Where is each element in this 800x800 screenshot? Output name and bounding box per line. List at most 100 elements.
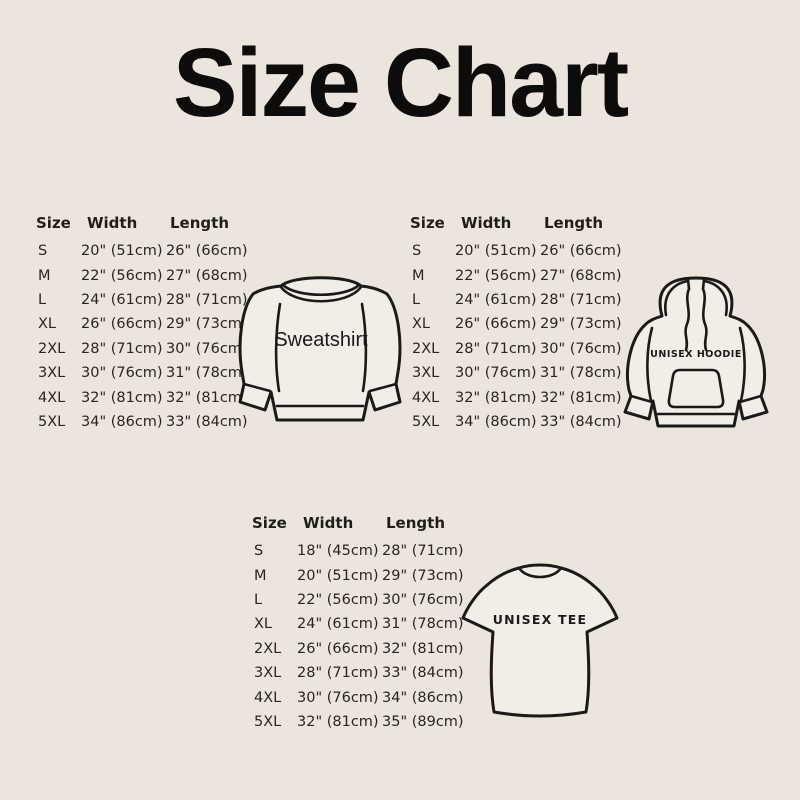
- size-cell: 28" (71cm): [81, 340, 163, 357]
- size-cell: M: [254, 567, 267, 584]
- sweatshirt-sleeve-seams: [274, 302, 368, 393]
- size-row: 3XL 30" (76cm) 31" (78cm): [36, 361, 258, 385]
- size-cell: 2XL: [38, 340, 66, 357]
- size-cell: L: [412, 291, 421, 308]
- size-cell: 34" (86cm): [382, 689, 464, 706]
- size-cell: 4XL: [38, 389, 66, 406]
- size-row: 3XL 28" (71cm) 33" (84cm): [252, 661, 474, 685]
- size-cell: 2XL: [412, 340, 440, 357]
- size-cell: 33" (84cm): [166, 413, 248, 430]
- size-cell: 20" (51cm): [455, 243, 537, 260]
- size-row: M 22" (56cm) 27" (68cm): [36, 263, 258, 287]
- size-cell: 24" (61cm): [297, 616, 379, 633]
- page-title: Size Chart: [172, 28, 629, 137]
- sweatshirt-cuff-seams: [242, 382, 398, 393]
- size-cell: 31" (78cm): [166, 365, 248, 382]
- size-cell: L: [38, 291, 47, 308]
- size-cell: 30" (76cm): [382, 591, 464, 608]
- size-cell: 28" (71cm): [455, 340, 537, 357]
- size-cell: 24" (61cm): [81, 291, 163, 308]
- hoodie-label: UNISEX HOODIE: [650, 349, 742, 360]
- size-row: L 24" (61cm) 28" (71cm): [36, 288, 258, 312]
- size-cell: 30" (76cm): [540, 340, 622, 357]
- size-cell: 5XL: [412, 413, 440, 430]
- size-cell: M: [38, 267, 51, 284]
- sweatshirt-illustration: Sweatshirt: [238, 276, 402, 422]
- size-cell: L: [254, 591, 263, 608]
- size-row: S 18" (45cm) 28" (71cm): [252, 539, 474, 563]
- column-header-size: Size: [252, 514, 287, 532]
- size-row: M 20" (51cm) 29" (73cm): [252, 563, 474, 587]
- size-cell: 22" (56cm): [81, 267, 163, 284]
- hoodie-kangaroo-pocket: [667, 368, 725, 409]
- size-cell: 32" (81cm): [297, 713, 379, 730]
- size-cell: 32" (81cm): [81, 389, 163, 406]
- size-cell: 26" (66cm): [166, 243, 248, 260]
- size-cell: 20" (51cm): [297, 567, 379, 584]
- size-cell: 4XL: [412, 389, 440, 406]
- size-cell: 34" (86cm): [455, 413, 537, 430]
- size-row: XL 26" (66cm) 29" (73cm): [410, 312, 632, 336]
- size-cell: 4XL: [254, 689, 282, 706]
- size-cell: 22" (56cm): [297, 591, 379, 608]
- table-header-row: Size Width Length: [410, 215, 632, 239]
- size-cell: 28" (71cm): [540, 291, 622, 308]
- size-cell: 28" (71cm): [166, 291, 248, 308]
- size-cell: 29" (73cm): [166, 316, 248, 333]
- size-cell: XL: [254, 616, 273, 633]
- size-row: 4XL 30" (76cm) 34" (86cm): [252, 685, 474, 709]
- size-row: 2XL 28" (71cm) 30" (76cm): [410, 337, 632, 361]
- size-cell: 30" (76cm): [297, 689, 379, 706]
- column-header-length: Length: [544, 214, 603, 232]
- size-cell: 20" (51cm): [81, 243, 163, 260]
- size-cell: 32" (81cm): [166, 389, 248, 406]
- size-row: L 24" (61cm) 28" (71cm): [410, 288, 632, 312]
- tee-size-table: Size Width Length S 18" (45cm) 28" (71cm) M…: [252, 515, 474, 734]
- size-row: 5XL 34" (86cm) 33" (84cm): [36, 410, 258, 434]
- column-header-length: Length: [386, 514, 445, 532]
- size-cell: 34" (86cm): [81, 413, 163, 430]
- size-cell: 5XL: [254, 713, 282, 730]
- size-row: 3XL 30" (76cm) 31" (78cm): [410, 361, 632, 385]
- size-cell: 18" (45cm): [297, 543, 379, 560]
- size-cell: 33" (84cm): [382, 665, 464, 682]
- tee-neckline: [517, 566, 563, 579]
- column-header-size: Size: [36, 214, 71, 232]
- size-cell: M: [412, 267, 425, 284]
- size-cell: 26" (66cm): [81, 316, 163, 333]
- size-row: 4XL 32" (81cm) 32" (81cm): [410, 385, 632, 409]
- size-row: XL 26" (66cm) 29" (73cm): [36, 312, 258, 336]
- size-row: 4XL 32" (81cm) 32" (81cm): [36, 385, 258, 409]
- size-cell: 28" (71cm): [297, 665, 379, 682]
- size-cell: 26" (66cm): [455, 316, 537, 333]
- size-cell: 26" (66cm): [540, 243, 622, 260]
- size-cell: 24" (61cm): [455, 291, 537, 308]
- hoodie-outline: [623, 276, 769, 428]
- size-cell: 32" (81cm): [455, 389, 537, 406]
- size-row: 2XL 26" (66cm) 32" (81cm): [252, 637, 474, 661]
- size-cell: 27" (68cm): [166, 267, 248, 284]
- size-cell: 32" (81cm): [382, 640, 464, 657]
- size-cell: 35" (89cm): [382, 713, 464, 730]
- size-cell: 33" (84cm): [540, 413, 622, 430]
- size-row: M 22" (56cm) 27" (68cm): [410, 263, 632, 287]
- size-cell: XL: [412, 316, 431, 333]
- hoodie-cuff-seams: [629, 394, 763, 404]
- size-cell: 3XL: [412, 365, 440, 382]
- hoodie-size-table: Size Width Length S 20" (51cm) 26" (66cm) M…: [410, 215, 632, 434]
- size-cell: 3XL: [38, 365, 66, 382]
- hood-inner-lines: [664, 277, 728, 317]
- size-cell: S: [38, 243, 48, 260]
- tee-outline: [461, 563, 619, 718]
- size-cell: 5XL: [38, 413, 66, 430]
- size-cell: 31" (78cm): [540, 365, 622, 382]
- size-cell: 32" (81cm): [540, 389, 622, 406]
- size-cell: 27" (68cm): [540, 267, 622, 284]
- size-cell: S: [254, 543, 264, 560]
- table-header-row: Size Width Length: [36, 215, 258, 239]
- size-row: L 22" (56cm) 30" (76cm): [252, 588, 474, 612]
- size-cell: 28" (71cm): [382, 543, 464, 560]
- size-cell: 22" (56cm): [455, 267, 537, 284]
- hoodie-sleeve-seams: [646, 326, 746, 403]
